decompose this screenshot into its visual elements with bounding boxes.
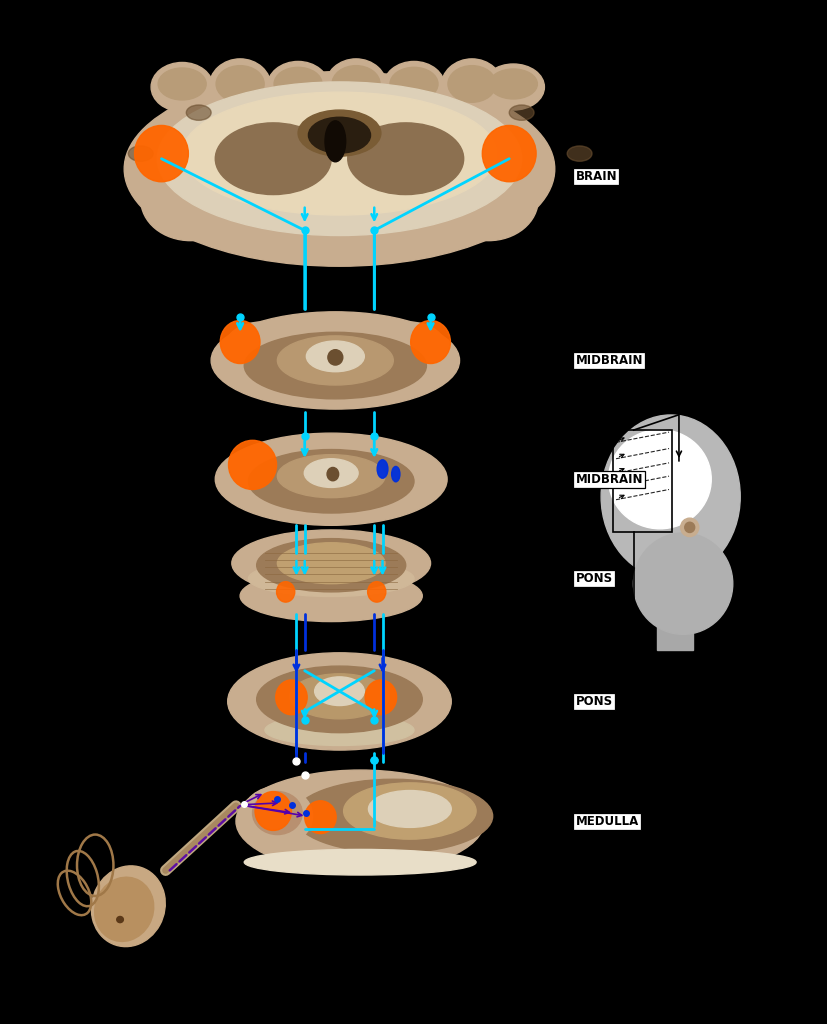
Ellipse shape xyxy=(365,680,396,715)
Text: MIDBRAIN: MIDBRAIN xyxy=(575,354,643,367)
Ellipse shape xyxy=(256,666,422,733)
Ellipse shape xyxy=(182,92,496,215)
Ellipse shape xyxy=(324,121,346,162)
Ellipse shape xyxy=(241,786,312,846)
Bar xyxy=(656,594,692,650)
Ellipse shape xyxy=(248,450,414,513)
Ellipse shape xyxy=(481,126,536,182)
Ellipse shape xyxy=(382,61,445,113)
Ellipse shape xyxy=(248,560,414,596)
Ellipse shape xyxy=(255,792,291,830)
Ellipse shape xyxy=(368,791,451,827)
Ellipse shape xyxy=(265,715,414,745)
Ellipse shape xyxy=(308,118,370,153)
Ellipse shape xyxy=(684,522,694,532)
Ellipse shape xyxy=(276,582,294,602)
Ellipse shape xyxy=(227,653,451,750)
Ellipse shape xyxy=(208,59,271,116)
Ellipse shape xyxy=(232,530,430,596)
Ellipse shape xyxy=(304,459,358,487)
Ellipse shape xyxy=(277,336,393,385)
Ellipse shape xyxy=(347,665,430,728)
Ellipse shape xyxy=(216,66,264,102)
Ellipse shape xyxy=(91,866,165,946)
Ellipse shape xyxy=(240,442,323,499)
Ellipse shape xyxy=(440,59,503,116)
Ellipse shape xyxy=(211,311,459,409)
Ellipse shape xyxy=(343,782,476,840)
Ellipse shape xyxy=(124,72,554,266)
Ellipse shape xyxy=(324,59,387,116)
Ellipse shape xyxy=(372,322,447,378)
Text: BRAIN: BRAIN xyxy=(575,170,616,182)
Text: PONS: PONS xyxy=(575,695,612,708)
Ellipse shape xyxy=(244,332,426,398)
Ellipse shape xyxy=(390,68,437,100)
Ellipse shape xyxy=(275,680,307,715)
Ellipse shape xyxy=(376,460,387,478)
Ellipse shape xyxy=(327,467,338,480)
Ellipse shape xyxy=(339,442,422,499)
Ellipse shape xyxy=(215,433,447,525)
Ellipse shape xyxy=(252,792,302,835)
Ellipse shape xyxy=(566,146,591,161)
Ellipse shape xyxy=(327,350,342,365)
Ellipse shape xyxy=(117,916,123,923)
Ellipse shape xyxy=(266,61,328,113)
Ellipse shape xyxy=(128,146,153,161)
Ellipse shape xyxy=(438,159,538,241)
Ellipse shape xyxy=(633,532,732,634)
Ellipse shape xyxy=(314,677,364,706)
Ellipse shape xyxy=(447,66,495,102)
Ellipse shape xyxy=(134,126,188,182)
Ellipse shape xyxy=(481,63,543,111)
Ellipse shape xyxy=(298,110,380,156)
Ellipse shape xyxy=(306,341,364,372)
Ellipse shape xyxy=(215,123,331,195)
Ellipse shape xyxy=(304,801,336,834)
Ellipse shape xyxy=(151,62,213,112)
Ellipse shape xyxy=(509,105,533,120)
Text: MIDBRAIN: MIDBRAIN xyxy=(575,473,643,485)
Text: PONS: PONS xyxy=(575,572,612,585)
Ellipse shape xyxy=(489,69,537,99)
Ellipse shape xyxy=(608,430,710,528)
Ellipse shape xyxy=(158,68,206,100)
Ellipse shape xyxy=(141,159,240,241)
Ellipse shape xyxy=(294,779,492,853)
Ellipse shape xyxy=(228,440,276,489)
Ellipse shape xyxy=(600,415,739,579)
Ellipse shape xyxy=(410,321,450,364)
Ellipse shape xyxy=(240,570,422,622)
Ellipse shape xyxy=(186,105,211,120)
Ellipse shape xyxy=(220,321,260,364)
Ellipse shape xyxy=(248,665,331,728)
Ellipse shape xyxy=(223,322,298,378)
Ellipse shape xyxy=(244,850,476,874)
Ellipse shape xyxy=(236,770,484,872)
Ellipse shape xyxy=(274,68,322,100)
Ellipse shape xyxy=(289,674,389,719)
Ellipse shape xyxy=(332,66,380,102)
Ellipse shape xyxy=(391,467,399,481)
Ellipse shape xyxy=(94,878,154,941)
Ellipse shape xyxy=(347,123,463,195)
Ellipse shape xyxy=(157,82,521,236)
Ellipse shape xyxy=(277,543,385,584)
Bar xyxy=(612,430,672,532)
Ellipse shape xyxy=(367,582,385,602)
Ellipse shape xyxy=(256,539,405,592)
Text: MEDULLA: MEDULLA xyxy=(575,815,638,827)
Ellipse shape xyxy=(277,455,385,498)
Ellipse shape xyxy=(680,518,698,537)
